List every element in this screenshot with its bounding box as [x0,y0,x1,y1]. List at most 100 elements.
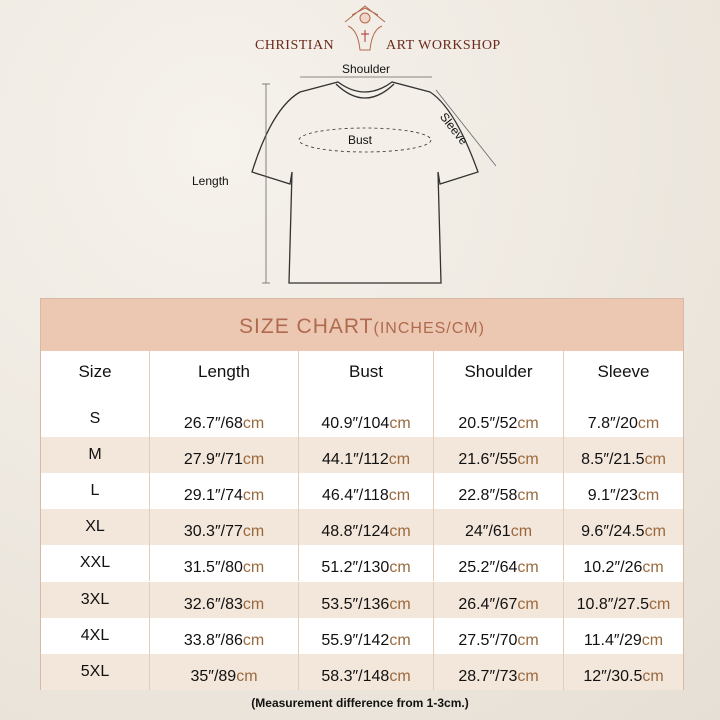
table-cell: 29.1″/74 cm [149,473,298,510]
measure-value: 46.4″/118 [321,487,389,505]
measure-unit: cm [242,523,265,541]
column-header: Sleeve [563,351,683,401]
table-cell: 40.9″/104 cm [298,401,433,438]
table-cell: 28.7″/73 cm [433,653,563,690]
measure-unit: cm [517,559,539,577]
size-label: M [88,446,102,464]
measure-value: 31.5″/80 [183,559,243,577]
measure-unit: cm [517,631,539,649]
label-shoulder: Shoulder [342,62,391,76]
measure-value: 28.7″/73 [458,667,518,685]
table-cell: 32.6″/83 cm [149,581,298,618]
table-cell: 55.9″/142 cm [298,617,433,654]
measure-unit: cm [389,559,411,577]
measure-unit: cm [641,631,664,649]
table-cell: 10.8″/27.5 cm [563,581,683,618]
measure-unit: cm [236,667,258,685]
measure-unit: cm [389,523,411,541]
table-cell: 46.4″/118 cm [298,473,433,510]
measure-unit: cm [242,631,265,649]
measure-value: 29.1″/74 [183,487,243,505]
table-cell: 33.8″/86 cm [149,617,298,654]
table-cell: 53.5″/136 cm [298,581,433,618]
table-cell: 24″/61 cm [433,509,563,546]
table-cell: 51.2″/130 cm [298,545,433,582]
measure-value: 51.2″/130 [321,559,390,577]
table-cell: 35″/89 cm [149,653,298,690]
size-label: 4XL [80,626,110,644]
measure-value: 27.5″/70 [458,631,518,649]
column-header-text: Shoulder [464,362,533,381]
measure-unit: cm [242,487,265,505]
measure-unit: cm [242,451,265,469]
size-label: XL [85,518,105,536]
table-cell: 7.8″/20 cm [563,401,683,438]
table-cell: 20.5″/52 cm [433,401,563,438]
measure-unit: cm [642,559,664,577]
table-cell: XXL [41,545,149,582]
measure-value: 8.5″/21.5 [581,451,645,469]
table-cell: 11.4″/29 cm [563,617,683,654]
table-cell: 27.9″/71 cm [149,437,298,474]
shirt [251,81,479,284]
measure-unit: cm [637,415,660,433]
table-cell: 58.3″/148 cm [298,653,433,690]
measure-value: 26.7″/68 [183,415,243,433]
measure-value: 53.5″/136 [321,595,390,613]
table-cell: 21.6″/55 cm [433,437,563,474]
measure-value: 12″/30.5 [583,667,643,685]
table-title-bar: SIZE CHART(INCHES/CM) [41,299,683,351]
measure-value: 32.6″/83 [183,595,243,613]
column-header: Length [149,351,298,401]
size-label: 3XL [80,590,110,608]
table-cell: 9.6″/24.5 cm [563,509,683,546]
label-bust: Bust [348,133,373,147]
brand-left: CHRISTIAN [255,38,335,53]
measure-unit: cm [242,559,265,577]
table-cell: 25.2″/64 cm [433,545,563,582]
measure-value: 44.1″/112 [321,451,389,469]
table-cell: 12″/30.5 cm [563,653,683,690]
footer-note: (Measurement difference from 1-3cm.) [251,696,469,710]
table-cell: 30.3″/77 cm [149,509,298,546]
column-header: Shoulder [433,351,563,401]
table-cell: 22.8″/58 cm [433,473,563,510]
measure-value: 10.2″/26 [583,559,643,577]
column-header-text: Sleeve [597,362,650,381]
measure-value: 24″/61 [464,523,511,541]
measure-unit: cm [517,595,539,613]
table-cell: 27.5″/70 cm [433,617,563,654]
size-label: XXL [79,554,111,572]
table-cell: 9.1″/23 cm [563,473,683,510]
measure-unit: cm [389,631,411,649]
label-length: Length [192,174,229,188]
measure-unit: cm [389,667,411,685]
table-cell: 48.8″/124 cm [298,509,433,546]
table-cell: 4XL [41,617,149,654]
measure-value: 21.6″/55 [458,451,518,469]
table-cell: 10.2″/26 cm [563,545,683,582]
measure-unit: cm [517,487,539,505]
measure-unit: cm [517,451,539,469]
measure-value: 9.1″/23 [587,487,638,505]
brand-right: ART WORKSHOP [386,38,501,53]
table-cell: 26.7″/68 cm [149,401,298,438]
measure-value: 11.4″/29 [583,631,642,649]
table-cell: 26.4″/67 cm [433,581,563,618]
measure-value: 10.8″/27.5 [576,595,650,613]
column-header-text: Length [198,362,250,381]
column-header-text: Bust [348,362,384,381]
measure-unit: cm [517,415,539,433]
table-cell: M [41,437,149,474]
table-cell: 3XL [41,581,149,618]
measure-value: 55.9″/142 [321,631,390,649]
size-label: L [90,482,100,500]
table-cell: L [41,473,149,510]
diagram [251,5,497,284]
measure-unit: cm [388,487,411,505]
measure-value: 58.3″/148 [321,667,390,685]
size-table: SIZE CHART(INCHES/CM) Size Length Bust Shou… [40,298,684,690]
measure-unit: cm [389,595,411,613]
column-header: Bust [298,351,433,401]
